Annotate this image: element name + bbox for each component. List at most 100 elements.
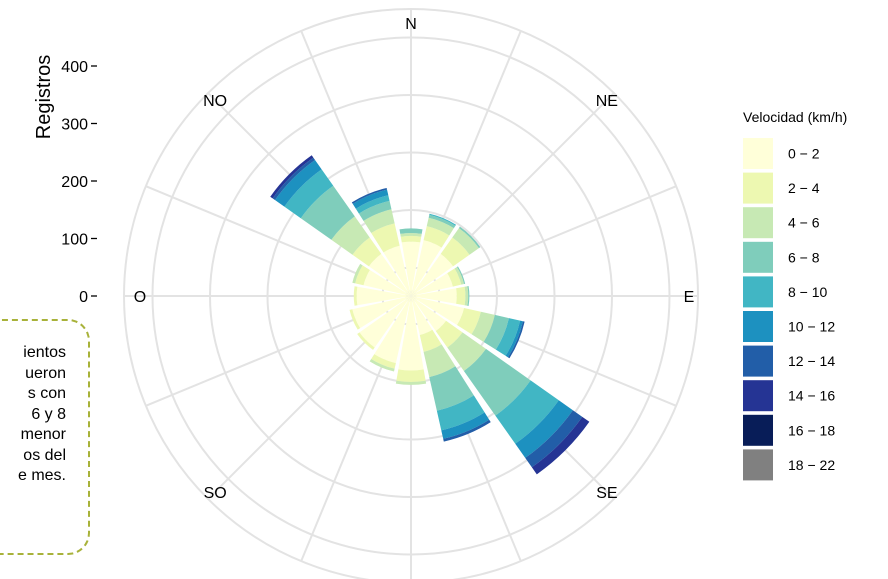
wind-segment bbox=[435, 320, 463, 348]
direction-labels: NNEESESSOONO bbox=[134, 16, 695, 579]
legend-label: 4 − 6 bbox=[788, 215, 820, 231]
wind-segment bbox=[411, 240, 442, 296]
annotation-box: ientos ueron s con 6 y 8 menor os del e … bbox=[0, 319, 90, 555]
wind-segment bbox=[398, 296, 424, 371]
y-axis-label: Registros bbox=[33, 55, 55, 139]
wind-segment bbox=[515, 400, 573, 458]
wind-segment bbox=[495, 318, 521, 356]
wind-segment bbox=[331, 216, 370, 255]
radial-axis: 0 100 200 300 400 Registros bbox=[33, 55, 97, 306]
legend-label: 2 − 4 bbox=[788, 180, 820, 196]
legend-swatch bbox=[743, 276, 773, 308]
wind-segment bbox=[400, 232, 422, 237]
wind-segment bbox=[270, 155, 314, 199]
wind-segment bbox=[441, 412, 490, 439]
direction-label: SO bbox=[204, 485, 227, 502]
legend-swatch bbox=[743, 241, 773, 273]
wind-segment bbox=[456, 307, 481, 335]
legend-label: 14 − 16 bbox=[788, 388, 835, 404]
wind-segment bbox=[507, 321, 525, 359]
legend-label: 12 − 14 bbox=[788, 353, 835, 369]
wind-segment bbox=[483, 314, 509, 350]
wind-segment bbox=[352, 263, 363, 284]
wind-segment bbox=[356, 286, 411, 306]
direction-label: O bbox=[134, 289, 146, 306]
legend-label: 16 − 18 bbox=[788, 422, 835, 438]
wind-segment bbox=[401, 241, 421, 296]
legend-swatch bbox=[743, 414, 773, 446]
wind-segment bbox=[353, 286, 358, 306]
legend-swatch bbox=[743, 345, 773, 377]
wind-segment bbox=[411, 296, 433, 336]
radial-tick-label: 400 bbox=[61, 59, 88, 76]
wind-segment bbox=[352, 237, 382, 267]
radial-tick-label: 300 bbox=[61, 117, 88, 134]
wind-segment bbox=[411, 253, 454, 296]
wind-segment bbox=[369, 358, 395, 372]
wind-segment bbox=[426, 217, 454, 236]
wind-segment bbox=[368, 253, 411, 296]
legend-label: 18 − 22 bbox=[788, 457, 835, 473]
wind-segment bbox=[300, 185, 355, 240]
wind-segment bbox=[357, 332, 375, 350]
wind-segment bbox=[400, 235, 422, 243]
wind-segment bbox=[454, 266, 465, 285]
wind-segment bbox=[429, 213, 457, 226]
wind-segment bbox=[531, 416, 590, 475]
wind-segment bbox=[463, 348, 531, 416]
legend-swatch bbox=[743, 207, 773, 239]
legend-swatch bbox=[743, 311, 773, 342]
wind-segment bbox=[363, 270, 411, 296]
wind-segment bbox=[411, 296, 465, 326]
wind-segment bbox=[419, 329, 442, 352]
wind-segment bbox=[383, 245, 411, 296]
wind-segment bbox=[351, 187, 388, 204]
wind-segment bbox=[371, 223, 400, 253]
wind-segment bbox=[471, 311, 495, 342]
radial-tick-label: 100 bbox=[61, 232, 88, 249]
wind-segment bbox=[363, 209, 395, 234]
radial-tick-label: 200 bbox=[61, 174, 88, 191]
wind-segment bbox=[456, 266, 466, 285]
wind-segment bbox=[274, 159, 322, 207]
wind-segment bbox=[423, 226, 450, 248]
wind-segment bbox=[396, 369, 426, 383]
wind-segment bbox=[395, 380, 427, 385]
direction-label: NO bbox=[203, 93, 227, 110]
wind-segment bbox=[429, 366, 474, 411]
legend-label: 6 − 8 bbox=[788, 249, 820, 265]
legend-swatch bbox=[743, 172, 773, 204]
wind-segment bbox=[428, 214, 456, 229]
wind-segment bbox=[447, 268, 462, 287]
wind-segment bbox=[458, 226, 481, 249]
wind-segment bbox=[447, 332, 486, 371]
direction-label: E bbox=[684, 289, 695, 306]
wind-segment bbox=[423, 344, 456, 378]
legend-swatch bbox=[743, 138, 773, 169]
wind-segment bbox=[456, 286, 466, 306]
wind-segment bbox=[371, 354, 396, 369]
wind-segment bbox=[399, 228, 423, 234]
direction-label: N bbox=[405, 16, 417, 33]
wind-segment bbox=[355, 265, 370, 286]
wind-segment bbox=[411, 273, 453, 296]
legend-swatch bbox=[743, 449, 773, 481]
wind-segment bbox=[284, 169, 334, 219]
direction-label: SE bbox=[596, 485, 617, 502]
wind-segment bbox=[436, 395, 485, 431]
legend-label: 0 − 2 bbox=[788, 146, 820, 162]
wind-segment bbox=[467, 286, 470, 306]
wind-segment bbox=[374, 296, 411, 364]
wind-segment bbox=[495, 380, 559, 444]
wind-segment bbox=[355, 195, 390, 214]
legend-swatch bbox=[743, 380, 773, 412]
wind-segment bbox=[411, 296, 447, 332]
legend-label: 10 − 12 bbox=[788, 319, 835, 335]
radial-tick-label: 0 bbox=[79, 289, 88, 306]
wind-sectors bbox=[270, 155, 590, 475]
wind-segment bbox=[452, 228, 479, 255]
wind-segment bbox=[272, 157, 316, 201]
wind-segment bbox=[440, 237, 470, 267]
annotation-text: ientos ueron s con 6 y 8 menor os del e … bbox=[17, 344, 66, 484]
